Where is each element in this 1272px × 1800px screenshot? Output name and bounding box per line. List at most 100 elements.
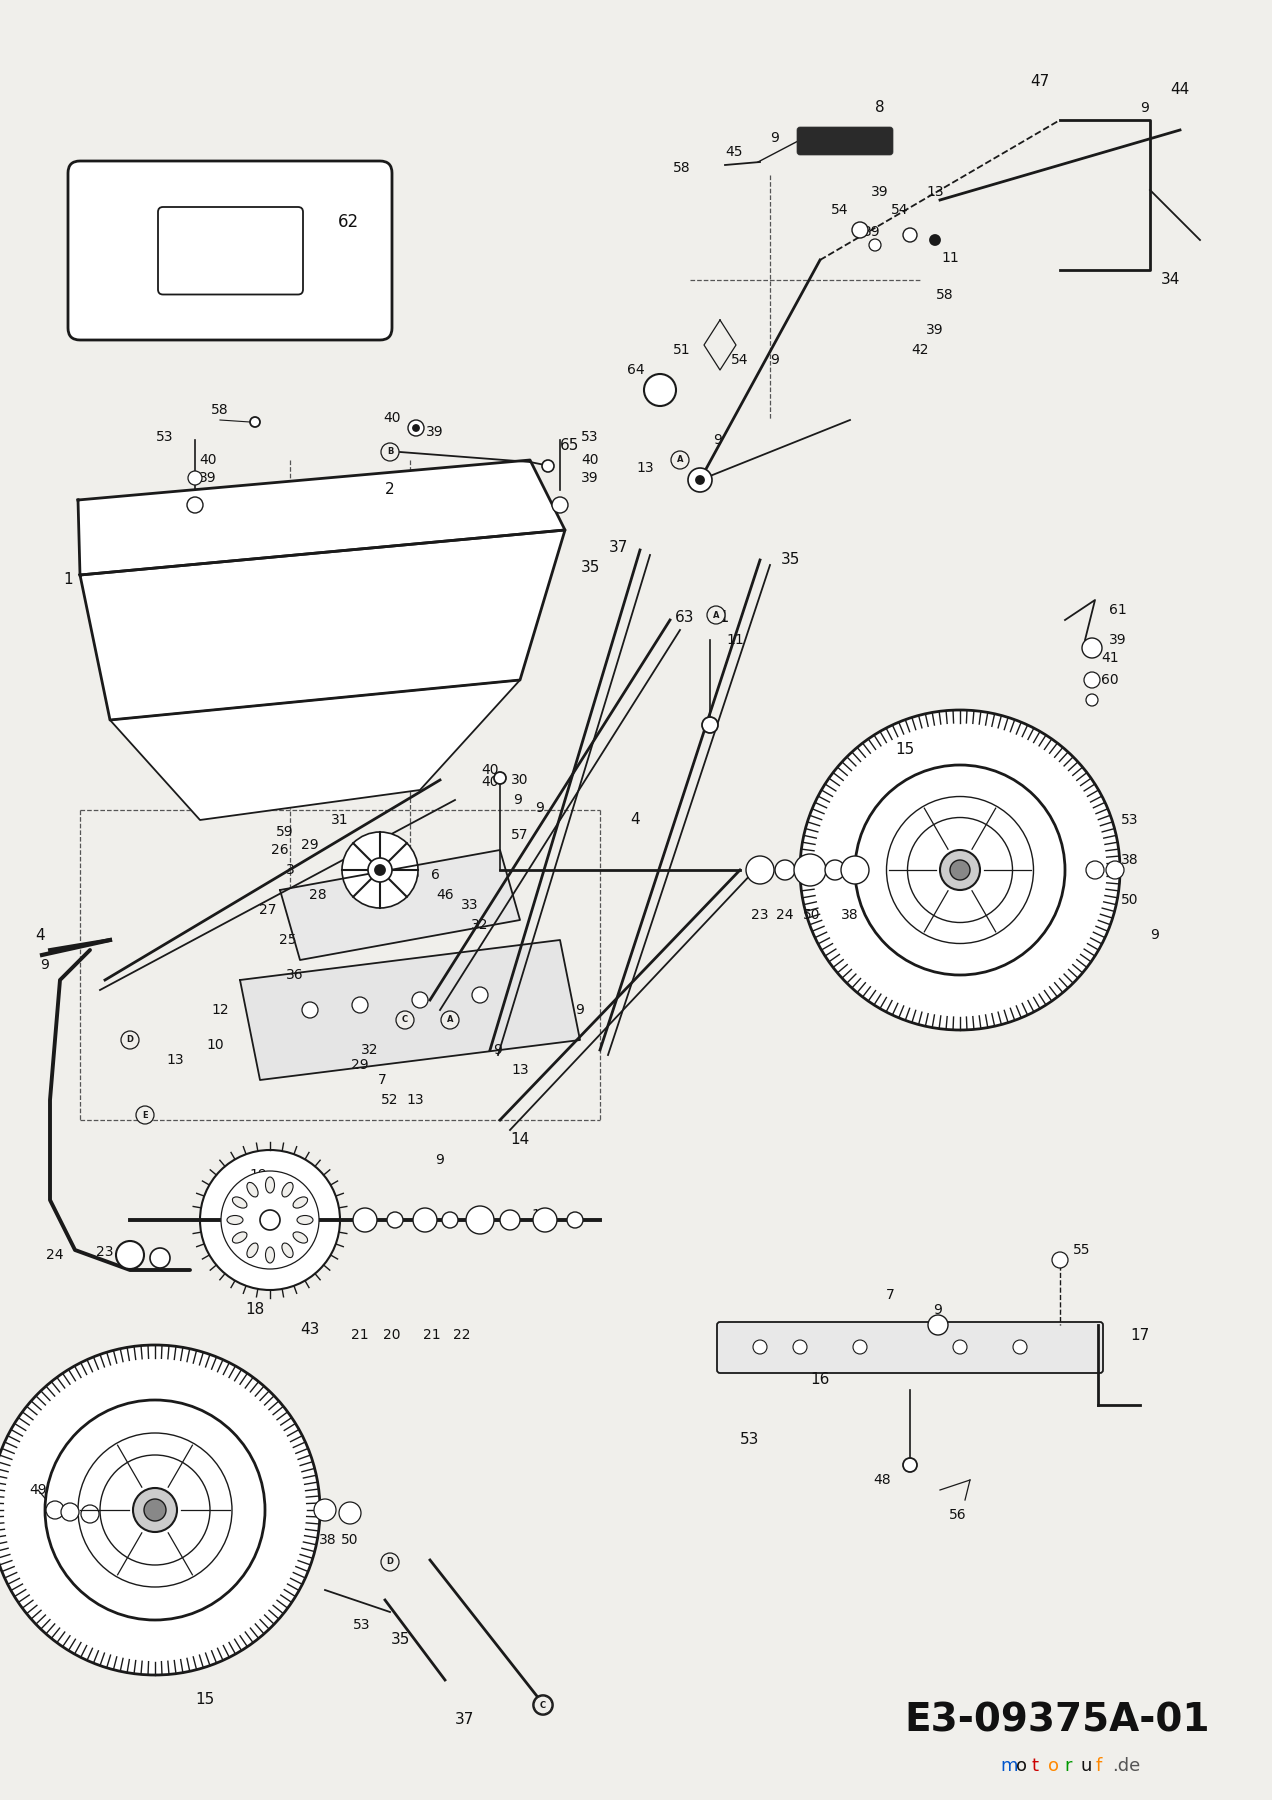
Text: 32: 32 — [471, 918, 488, 932]
Circle shape — [342, 832, 418, 907]
Circle shape — [745, 857, 773, 884]
Text: 37: 37 — [608, 540, 627, 556]
Text: 44: 44 — [1170, 83, 1189, 97]
Circle shape — [1086, 695, 1098, 706]
Text: 58: 58 — [936, 288, 954, 302]
Ellipse shape — [233, 1231, 247, 1244]
Circle shape — [903, 1458, 917, 1472]
Text: 53: 53 — [581, 430, 599, 445]
Text: A: A — [446, 1015, 453, 1024]
Text: 54: 54 — [892, 203, 908, 218]
Circle shape — [753, 1339, 767, 1354]
Circle shape — [134, 1489, 177, 1532]
Text: 13: 13 — [406, 1093, 424, 1107]
Circle shape — [567, 1211, 583, 1228]
Ellipse shape — [247, 1183, 258, 1197]
Circle shape — [775, 860, 795, 880]
Ellipse shape — [226, 1215, 243, 1224]
Circle shape — [854, 1339, 868, 1354]
Circle shape — [950, 860, 971, 880]
Text: 34: 34 — [1160, 272, 1179, 288]
Text: 9: 9 — [771, 353, 780, 367]
Text: 50: 50 — [341, 1534, 359, 1546]
Circle shape — [368, 859, 392, 882]
Text: 21: 21 — [351, 1328, 369, 1343]
Text: 50: 50 — [50, 1532, 66, 1544]
Text: 38: 38 — [319, 1534, 337, 1546]
Circle shape — [644, 374, 675, 407]
Text: 53: 53 — [740, 1433, 759, 1447]
Text: 39: 39 — [200, 472, 216, 484]
Text: 59: 59 — [276, 824, 294, 839]
Circle shape — [929, 1316, 948, 1336]
Text: u: u — [1080, 1757, 1091, 1775]
Text: 30: 30 — [511, 772, 529, 787]
Text: 16: 16 — [810, 1372, 829, 1388]
Circle shape — [940, 850, 979, 889]
Text: 57: 57 — [511, 828, 529, 842]
Text: 29: 29 — [301, 839, 319, 851]
Text: 11: 11 — [726, 634, 744, 646]
Text: 24: 24 — [776, 907, 794, 922]
Ellipse shape — [266, 1247, 275, 1264]
Text: 49: 49 — [29, 1483, 47, 1498]
Text: 58: 58 — [392, 848, 408, 862]
Text: 50: 50 — [876, 907, 894, 922]
Circle shape — [314, 1499, 336, 1521]
Text: 65: 65 — [560, 437, 580, 452]
Text: 9: 9 — [1141, 101, 1150, 115]
Circle shape — [78, 1433, 232, 1588]
Circle shape — [696, 475, 703, 484]
Ellipse shape — [233, 1197, 247, 1208]
Text: 40: 40 — [581, 454, 599, 466]
Circle shape — [200, 1150, 340, 1291]
Text: o: o — [1048, 1757, 1060, 1775]
Text: 54: 54 — [731, 353, 749, 367]
Ellipse shape — [266, 1177, 275, 1193]
Text: 39: 39 — [1109, 634, 1127, 646]
Circle shape — [466, 1206, 494, 1235]
Text: .de: .de — [1112, 1757, 1140, 1775]
Text: E: E — [142, 1111, 148, 1120]
Circle shape — [301, 1003, 318, 1019]
Text: 39: 39 — [864, 225, 880, 239]
Text: 2: 2 — [385, 482, 394, 497]
Text: 22: 22 — [453, 1328, 471, 1343]
Circle shape — [46, 1501, 64, 1519]
Text: 12: 12 — [211, 1003, 229, 1017]
Circle shape — [841, 857, 869, 884]
Text: 21: 21 — [424, 1328, 441, 1343]
Text: 35: 35 — [391, 1633, 410, 1647]
Text: 13: 13 — [167, 1053, 184, 1067]
FancyBboxPatch shape — [67, 160, 392, 340]
FancyBboxPatch shape — [158, 207, 303, 295]
Text: 35: 35 — [780, 553, 800, 567]
Text: 17: 17 — [1131, 1328, 1150, 1343]
FancyBboxPatch shape — [798, 128, 893, 155]
Text: A: A — [677, 455, 683, 464]
Text: 56: 56 — [949, 1508, 967, 1523]
Text: 7: 7 — [351, 862, 360, 877]
Text: 53: 53 — [354, 1618, 370, 1633]
Text: 62: 62 — [337, 212, 359, 230]
Text: 42: 42 — [911, 344, 929, 356]
Circle shape — [354, 1208, 377, 1231]
Circle shape — [251, 418, 259, 427]
Circle shape — [61, 1503, 79, 1521]
Circle shape — [472, 986, 488, 1003]
Text: 39: 39 — [581, 472, 599, 484]
Text: 24: 24 — [46, 1247, 64, 1262]
Circle shape — [412, 992, 427, 1008]
Text: 27: 27 — [259, 904, 277, 916]
Text: 6: 6 — [430, 868, 439, 882]
Text: 53: 53 — [156, 430, 174, 445]
Text: 36: 36 — [286, 968, 304, 983]
Text: 43: 43 — [300, 1323, 319, 1337]
Circle shape — [136, 1105, 154, 1123]
Text: 46: 46 — [436, 887, 454, 902]
Circle shape — [441, 1211, 458, 1228]
Text: 23: 23 — [97, 1246, 113, 1258]
Text: 40: 40 — [200, 454, 216, 466]
Circle shape — [903, 229, 917, 241]
Circle shape — [792, 1339, 806, 1354]
